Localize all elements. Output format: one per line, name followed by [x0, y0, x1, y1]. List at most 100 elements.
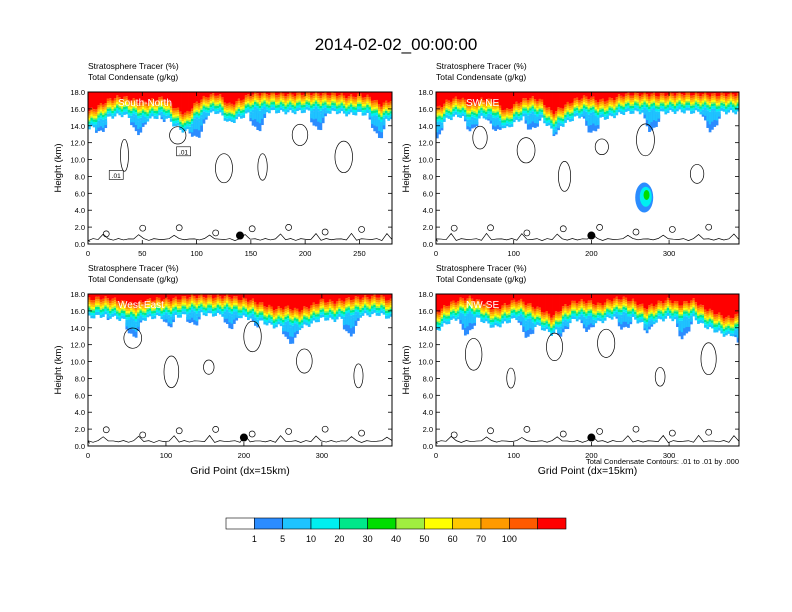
contour-low-level [436, 434, 739, 444]
colorbar-tick-label: 100 [502, 534, 517, 544]
x-tick-label: 0 [434, 249, 438, 258]
contour-blob [596, 224, 603, 231]
colorbar-box [254, 517, 283, 530]
y-tick-label: 6.0 [75, 189, 85, 198]
y-tick-label: 14.0 [418, 324, 433, 333]
contour-blob [596, 428, 603, 435]
y-tick-label: 6.0 [423, 189, 433, 198]
contour-cloud [689, 164, 705, 184]
y-tick-label: 4.0 [423, 206, 433, 215]
colorbar-tick-label: 50 [419, 534, 429, 544]
contour-cloud [163, 355, 180, 389]
colorbar-box [537, 517, 567, 530]
contour-blob [139, 224, 147, 232]
contour-cloud [169, 126, 187, 145]
y-tick-label: 12.0 [70, 139, 85, 148]
x-tick-label: 50 [138, 249, 146, 258]
y-tick-label: 4.0 [423, 408, 433, 417]
plot-frame [435, 91, 740, 245]
colorbar-box [452, 517, 482, 530]
y-tick-label: 10.0 [418, 156, 433, 165]
contour-blob [523, 426, 531, 433]
contour-cloud [558, 161, 572, 192]
contour-blob [705, 428, 713, 436]
x-axis-label: Grid Point (dx=15km) [538, 465, 638, 477]
inset-label: NW-SE [466, 300, 499, 311]
contour-label: .01 [112, 173, 121, 180]
contour-blob [139, 431, 147, 439]
contour-blob [285, 428, 292, 435]
x-tick-label: 100 [507, 451, 520, 460]
contour-cloud [257, 153, 268, 181]
contour-blob [212, 229, 220, 237]
y-tick-label: 16.0 [418, 105, 433, 114]
colorbar-tick-label: 5 [280, 534, 285, 544]
location-marker [587, 433, 596, 442]
contour-cloud [243, 320, 262, 353]
plot-frame [87, 293, 393, 447]
y-tick-label: 14.0 [70, 324, 85, 333]
panel-label-condensate: Total Condensate (g/kg) [88, 274, 178, 284]
contour-blob [487, 427, 494, 435]
y-tick-label: 12.0 [418, 341, 433, 350]
location-marker [236, 231, 244, 240]
x-tick-label: 200 [238, 451, 251, 460]
x-tick-label: 200 [299, 249, 312, 258]
inset-label: SW-NE [466, 98, 499, 109]
contour-blob [450, 224, 458, 232]
figure-title: 2014-02-02_00:00:00 [315, 35, 478, 54]
tracer-field [88, 294, 392, 344]
contour-blob [102, 426, 110, 434]
colorbar-box [424, 517, 453, 530]
contour-label-box [108, 170, 124, 180]
contour-cloud [472, 125, 488, 150]
x-tick-label: 0 [86, 249, 90, 258]
contour-cloud [594, 138, 609, 156]
colorbar-box [225, 517, 255, 530]
contour-blob [668, 226, 676, 233]
contour-label: .01 [179, 149, 188, 156]
contour-blob [358, 226, 365, 233]
x-tick-label: 200 [585, 249, 598, 258]
y-tick-label: 4.0 [75, 206, 85, 215]
contour-blob [212, 426, 220, 433]
colorbar-box [395, 517, 425, 530]
tracer-field [88, 92, 392, 139]
y-tick-label: 2.0 [75, 223, 85, 232]
panel-label-condensate: Total Condensate (g/kg) [88, 72, 178, 82]
y-tick-label: 18.0 [70, 290, 85, 299]
y-tick-label: 10.0 [418, 358, 433, 367]
colorbar-box [509, 517, 538, 530]
y-tick-label: 18.0 [70, 88, 85, 97]
colorbar-tick-label: 70 [476, 534, 486, 544]
contour-low-level [436, 232, 739, 242]
y-tick-label: 0.0 [423, 240, 433, 249]
location-marker [587, 231, 596, 240]
colorbar-tick-label: 1 [252, 534, 257, 544]
y-tick-label: 16.0 [70, 105, 85, 114]
y-tick-label: 18.0 [418, 88, 433, 97]
x-tick-label: 100 [160, 451, 173, 460]
panel-top-left: Stratosphere Tracer (%)Total Condensate … [53, 61, 393, 258]
y-tick-label: 10.0 [70, 358, 85, 367]
y-axis-label: Height (km) [401, 143, 412, 192]
colorbar-box [367, 517, 397, 530]
panel-label-condensate: Total Condensate (g/kg) [436, 72, 526, 82]
y-axis-label: Height (km) [53, 345, 64, 394]
condensate-contours [436, 328, 739, 444]
contour-note: Total Condensate Contours: .01 to .01 by… [586, 457, 739, 466]
contour-label-box [176, 146, 191, 157]
y-tick-label: 12.0 [70, 341, 85, 350]
y-tick-label: 8.0 [75, 374, 85, 383]
contour-cloud [654, 367, 666, 387]
contour-low-level [88, 232, 392, 242]
contour-cloud [597, 328, 616, 358]
y-tick-label: 12.0 [418, 139, 433, 148]
y-tick-label: 14.0 [70, 122, 85, 131]
panel-bottom-left: Stratosphere Tracer (%)Total Condensate … [53, 263, 393, 477]
inset-label: South-North [118, 98, 172, 109]
panel-top-right: Stratosphere Tracer (%)Total Condensate … [401, 61, 740, 258]
contour-cloud [506, 367, 516, 389]
y-tick-label: 6.0 [423, 391, 433, 400]
